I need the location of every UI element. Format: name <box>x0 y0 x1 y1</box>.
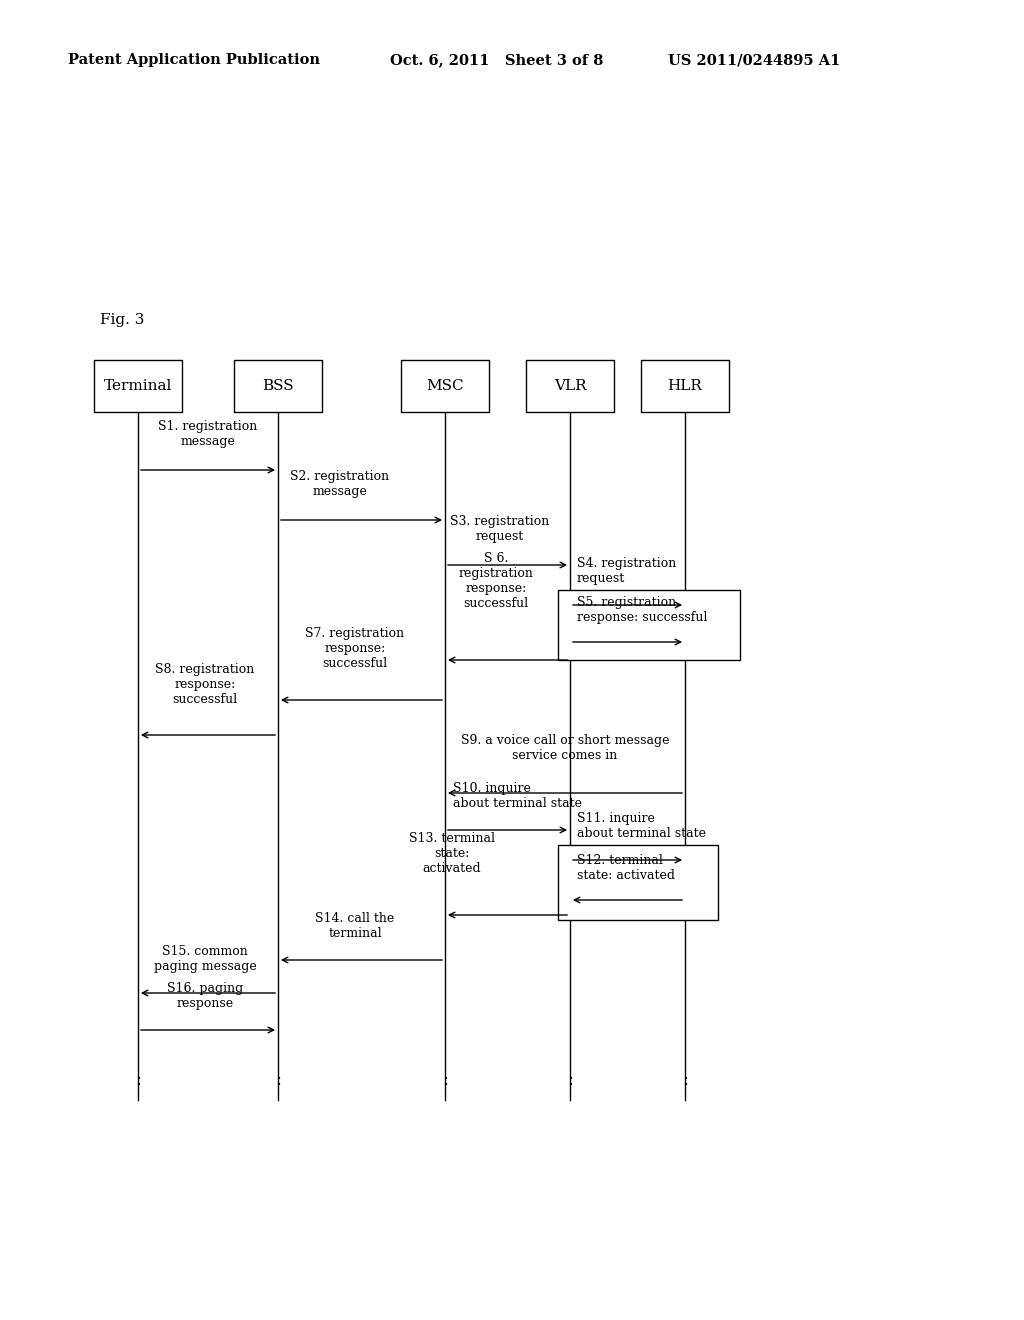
Text: :: : <box>682 1071 688 1089</box>
Text: S12. terminal
state: activated: S12. terminal state: activated <box>577 854 675 882</box>
Text: HLR: HLR <box>668 379 702 393</box>
Text: S1. registration
message: S1. registration message <box>159 420 258 447</box>
Bar <box>641 360 729 412</box>
Text: Fig. 3: Fig. 3 <box>100 313 144 327</box>
Text: S14. call the
terminal: S14. call the terminal <box>315 912 394 940</box>
Bar <box>94 360 182 412</box>
Text: :: : <box>442 1071 449 1089</box>
Bar <box>526 360 614 412</box>
Text: MSC: MSC <box>426 379 464 393</box>
Text: Terminal: Terminal <box>103 379 172 393</box>
Text: VLR: VLR <box>554 379 587 393</box>
Text: S4. registration
request: S4. registration request <box>577 557 676 585</box>
Bar <box>234 360 322 412</box>
Text: S7. registration
response:
successful: S7. registration response: successful <box>305 627 404 671</box>
Bar <box>401 360 489 412</box>
Text: :: : <box>135 1071 141 1089</box>
Text: S13. terminal
state:
activated: S13. terminal state: activated <box>409 832 495 875</box>
Text: S3. registration
request: S3. registration request <box>451 515 550 543</box>
Text: S9. a voice call or short message
service comes in: S9. a voice call or short message servic… <box>461 734 670 762</box>
Text: S11. inquire
about terminal state: S11. inquire about terminal state <box>577 812 706 840</box>
Text: S15. common
paging message: S15. common paging message <box>154 945 256 973</box>
Text: S8. registration
response:
successful: S8. registration response: successful <box>156 663 255 706</box>
Bar <box>558 845 718 920</box>
Text: :: : <box>274 1071 281 1089</box>
Text: S10. inquire
about terminal state: S10. inquire about terminal state <box>453 781 582 810</box>
Text: :: : <box>567 1071 573 1089</box>
Text: Oct. 6, 2011   Sheet 3 of 8: Oct. 6, 2011 Sheet 3 of 8 <box>390 53 603 67</box>
Text: Patent Application Publication: Patent Application Publication <box>68 53 319 67</box>
Text: S5. registration
response: successful: S5. registration response: successful <box>577 597 708 624</box>
Text: S 6.
registration
response:
successful: S 6. registration response: successful <box>459 552 534 610</box>
Text: US 2011/0244895 A1: US 2011/0244895 A1 <box>668 53 841 67</box>
Text: S16. paging
response: S16. paging response <box>167 982 243 1010</box>
Bar <box>558 590 740 660</box>
Text: S2. registration
message: S2. registration message <box>291 470 389 498</box>
Text: BSS: BSS <box>262 379 294 393</box>
